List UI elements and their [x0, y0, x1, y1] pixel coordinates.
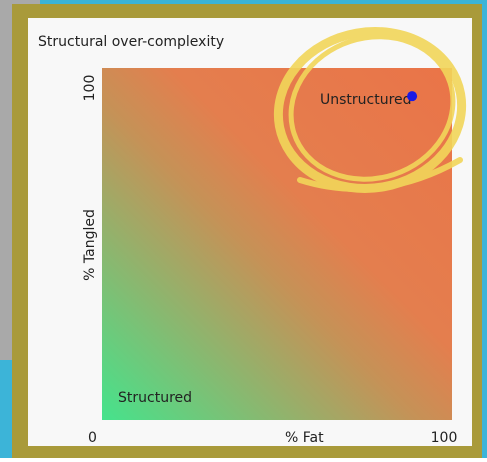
chart-title: Structural over-complexity — [38, 34, 224, 50]
x-tick-label: 100 — [431, 430, 458, 446]
annotation: Structured — [118, 390, 192, 406]
x-tick-label: 0 — [88, 430, 97, 446]
x-axis-label: % Fat — [285, 430, 324, 446]
point — [407, 91, 418, 102]
annotation: Unstructured — [320, 92, 412, 108]
highlight-scribble — [273, 27, 467, 193]
y-tick-label: 100 — [82, 75, 98, 102]
plot: 0 100 100 Unstructured Structured — [82, 75, 458, 446]
y-axis-label: % Tangled — [82, 209, 98, 281]
